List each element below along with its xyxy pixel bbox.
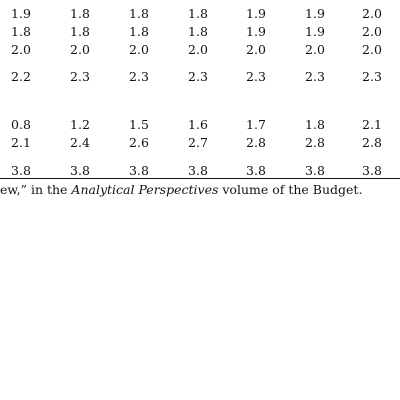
- table-cell: 3.8: [70, 163, 90, 178]
- table-cell: 1.2: [70, 117, 90, 132]
- table-cell: 1.9: [305, 6, 325, 21]
- table-row: 2.1 2.4 2.6 2.7 2.8 2.8 2.8: [0, 135, 400, 151]
- table-cell: 2.4: [70, 135, 90, 150]
- table-row: 0.8 1.2 1.5 1.6 1.7 1.8 2.1: [0, 117, 400, 133]
- table-cell: 1.8: [188, 24, 208, 39]
- table-cell: 2.8: [305, 135, 325, 150]
- table-cell: 1.8: [11, 24, 31, 39]
- table-cell: 2.0: [246, 42, 266, 57]
- table-cell: 2.0: [70, 42, 90, 57]
- table-cell: 2.0: [362, 6, 382, 21]
- table-cell: 2.1: [11, 135, 31, 150]
- table-cell: 3.8: [188, 163, 208, 178]
- table-cell: 2.0: [188, 42, 208, 57]
- table-cell: 2.3: [129, 69, 149, 84]
- table-cell: 1.6: [188, 117, 208, 132]
- table-cell: 3.8: [362, 163, 382, 178]
- table-cell: 2.7: [188, 135, 208, 150]
- table-cell: 1.8: [305, 117, 325, 132]
- table-row: 1.9 1.8 1.8 1.8 1.9 1.9 2.0: [0, 6, 400, 22]
- table-cell: 2.2: [11, 69, 31, 84]
- table-cell: 1.8: [70, 6, 90, 21]
- table-bottom-rule: [0, 178, 400, 179]
- table-cell: 1.5: [129, 117, 149, 132]
- table-cell: 1.7: [246, 117, 266, 132]
- table-cell: 1.8: [70, 24, 90, 39]
- table-footnote: ew,” in the Analytical Perspectives volu…: [0, 182, 400, 198]
- table-cell: 2.3: [305, 69, 325, 84]
- table-row: 2.0 2.0 2.0 2.0 2.0 2.0 2.0: [0, 42, 400, 58]
- table-cell: 1.8: [129, 6, 149, 21]
- table-cell: 1.8: [129, 24, 149, 39]
- table-cell: 3.8: [246, 163, 266, 178]
- footnote-publication-title: Analytical Perspectives: [71, 182, 219, 197]
- footnote-text-end: volume of the Budget.: [218, 182, 363, 197]
- table-cell: 1.9: [246, 6, 266, 21]
- table-cell: 2.0: [305, 42, 325, 57]
- footnote-text-start: ew,” in the: [0, 182, 72, 197]
- table-row: 3.8 3.8 3.8 3.8 3.8 3.8 3.8: [0, 163, 400, 179]
- table-cell: 2.8: [246, 135, 266, 150]
- table-cell: 2.1: [362, 117, 382, 132]
- table-cell: 0.8: [11, 117, 31, 132]
- table-cell: 2.0: [362, 24, 382, 39]
- table-cell: 2.3: [70, 69, 90, 84]
- table-cell: 2.3: [188, 69, 208, 84]
- table-cell: 1.8: [188, 6, 208, 21]
- table-cell: 2.8: [362, 135, 382, 150]
- table-cell: 1.9: [305, 24, 325, 39]
- table-cell: 2.6: [129, 135, 149, 150]
- table-row: 1.8 1.8 1.8 1.8 1.9 1.9 2.0: [0, 24, 400, 40]
- table-cell: 1.9: [11, 6, 31, 21]
- table-cell: 2.0: [11, 42, 31, 57]
- table-cell: 3.8: [11, 163, 31, 178]
- table-cell: 3.8: [129, 163, 149, 178]
- table-cell: 2.3: [362, 69, 382, 84]
- table-cell: 1.9: [246, 24, 266, 39]
- table-row: 2.2 2.3 2.3 2.3 2.3 2.3 2.3: [0, 69, 400, 85]
- table-cell: 3.8: [305, 163, 325, 178]
- table-cell: 2.3: [246, 69, 266, 84]
- table-cell: 2.0: [362, 42, 382, 57]
- table-cell: 2.0: [129, 42, 149, 57]
